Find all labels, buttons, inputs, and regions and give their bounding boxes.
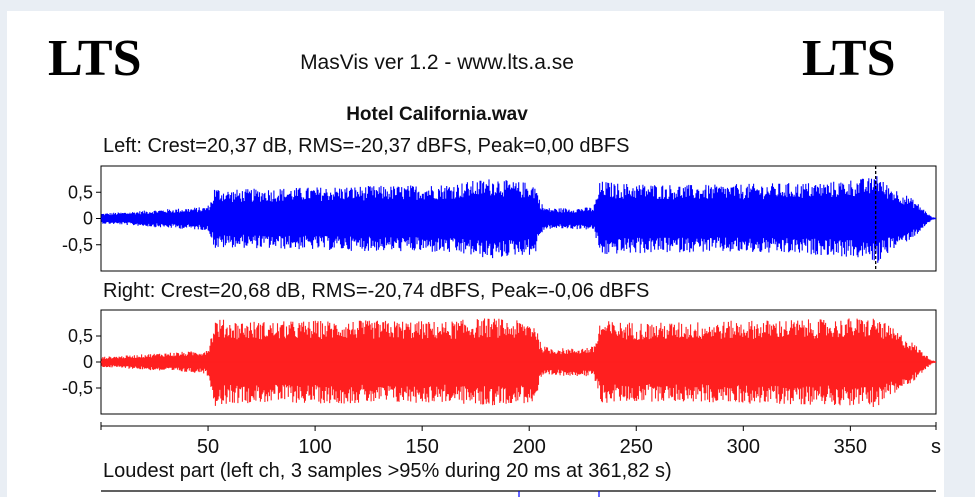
time-tick-label: 300 <box>727 436 760 458</box>
file-title: Hotel California.wav <box>346 104 528 125</box>
lts-logo-right: LTS <box>802 30 896 87</box>
time-tick-label: 150 <box>405 436 438 458</box>
left-channel-stats: Left: Crest=20,37 dB, RMS=-20,37 dBFS, P… <box>103 135 630 157</box>
left-waveform <box>101 176 936 263</box>
time-unit-label: s <box>931 436 941 458</box>
loudest-part-label: Loudest part (left ch, 3 samples >95% du… <box>103 460 672 482</box>
masvis-panel: LTS LTS MasVis ver 1.2 - www.lts.a.se Ho… <box>7 11 944 497</box>
y-tick-label: -0,5 <box>62 235 93 255</box>
time-tick-label: 250 <box>620 436 653 458</box>
time-tick-label: 50 <box>197 436 219 458</box>
waveform-plots: 0,5 0 -0,5 0,5 0 -0,5 50 100 150 200 250 300 350 s <box>62 165 941 497</box>
time-tick-label: 100 <box>298 436 331 458</box>
lts-logo-left: LTS <box>48 30 142 87</box>
time-tick-label: 350 <box>834 436 867 458</box>
y-tick-label: 0 <box>83 352 93 372</box>
y-tick-label: 0,5 <box>68 182 93 202</box>
y-tick-label: 0,5 <box>68 326 93 346</box>
right-channel-stats: Right: Crest=20,68 dB, RMS=-20,74 dBFS, … <box>103 280 650 302</box>
y-tick-label: 0 <box>83 209 93 229</box>
app-title: MasVis ver 1.2 - www.lts.a.se <box>300 51 574 74</box>
y-tick-label: -0,5 <box>62 378 93 398</box>
time-tick-label: 200 <box>513 436 546 458</box>
